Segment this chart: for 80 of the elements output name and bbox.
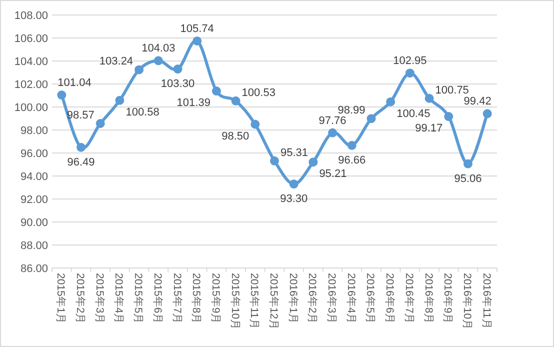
x-tick-label: 2016年1月 [286, 273, 299, 324]
point [154, 56, 163, 66]
point [250, 120, 260, 129]
x-tick-label: 2015年12月 [268, 273, 280, 330]
point [386, 97, 396, 106]
data-label: 96.49 [67, 156, 95, 168]
x-tick-label: 2016年11月 [480, 273, 492, 330]
x-tick-label: 2015年10月 [228, 273, 241, 330]
point [192, 36, 202, 46]
y-tick-label: 98.00 [20, 125, 48, 137]
point [173, 64, 182, 74]
point [270, 156, 279, 166]
x-tick-label: 2015年11月 [248, 273, 260, 330]
y-tick-label: 88.00 [20, 240, 48, 252]
point [308, 158, 318, 167]
data-label: 99.17 [415, 122, 443, 135]
x-tick-label: 2015年5月 [132, 273, 144, 324]
point [347, 140, 356, 150]
y-tick-label: 92.00 [20, 194, 48, 206]
x-tick-label: 2015年3月 [93, 273, 106, 324]
data-label: 96.66 [338, 154, 366, 166]
x-tick-label: 2016年6月 [384, 273, 396, 324]
y-tick-label: 108.00 [14, 10, 48, 22]
point [212, 86, 221, 96]
point [231, 96, 240, 106]
point [424, 94, 434, 103]
y-tick-label: 104.00 [14, 56, 48, 68]
data-label: 101.04 [58, 77, 92, 90]
y-tick-label: 86.00 [20, 263, 48, 275]
point [444, 112, 454, 122]
data-label: 100.53 [242, 86, 276, 99]
x-tick-label: 2016年5月 [364, 273, 376, 324]
point [366, 114, 376, 124]
x-tick-label: 2015年4月 [112, 273, 125, 324]
y-tick-label: 106.00 [14, 33, 48, 45]
data-label: 105.74 [180, 22, 214, 35]
x-tick-label: 2015年2月 [74, 273, 86, 324]
x-tick-label: 2015年1月 [54, 273, 67, 324]
data-label: 102.95 [393, 55, 427, 68]
x-tick-label: 2015年7月 [170, 273, 183, 324]
data-label: 95.31 [280, 146, 308, 159]
x-tick-label: 2016年3月 [326, 273, 338, 324]
point [482, 109, 492, 118]
x-tick-label: 2015年8月 [190, 273, 202, 324]
data-label: 93.30 [280, 193, 308, 206]
point [76, 142, 86, 152]
point [328, 128, 338, 138]
point [96, 118, 105, 128]
x-tick-label: 2015年9月 [209, 273, 222, 324]
data-label: 95.21 [319, 168, 347, 180]
data-label: 95.06 [454, 172, 482, 185]
y-tick-label: 96.00 [20, 148, 48, 160]
y-tick-label: 94.00 [20, 171, 48, 183]
data-label: 104.03 [142, 42, 176, 55]
data-label: 100.75 [435, 84, 469, 96]
x-tick-label: 2016年2月 [306, 273, 318, 324]
x-tick-label: 2016年7月 [402, 273, 415, 324]
y-tick-label: 90.00 [20, 217, 48, 229]
x-tick-label: 2016年10月 [460, 273, 473, 330]
y-tick-label: 100.00 [14, 102, 48, 114]
data-label: 97.76 [318, 114, 346, 127]
data-label: 101.39 [176, 97, 210, 110]
data-label: 98.50 [222, 130, 250, 142]
data-label: 100.45 [396, 108, 430, 120]
point [463, 159, 472, 168]
x-tick-label: 2015年6月 [151, 273, 164, 324]
point [405, 68, 414, 78]
point [57, 90, 66, 100]
data-label: 99.42 [464, 96, 492, 108]
point [134, 65, 144, 74]
data-label: 98.99 [338, 104, 366, 117]
x-tick-label: 2016年4月 [344, 273, 357, 324]
point [289, 180, 298, 189]
x-tick-label: 2016年9月 [442, 273, 454, 324]
data-label: 100.58 [126, 106, 160, 118]
point [115, 96, 124, 105]
data-label: 103.24 [99, 56, 134, 68]
x-tick-label: 2016年8月 [422, 273, 434, 324]
data-label: 103.30 [160, 78, 195, 90]
y-tick-label: 102.00 [14, 79, 48, 91]
